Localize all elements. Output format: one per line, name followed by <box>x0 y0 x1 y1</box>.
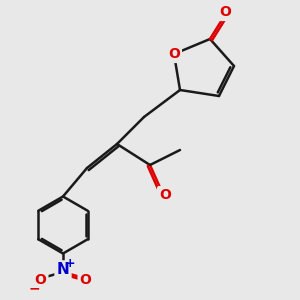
Text: O: O <box>219 5 231 19</box>
Text: +: + <box>64 257 75 270</box>
Text: O: O <box>80 274 92 287</box>
Text: O: O <box>159 188 171 202</box>
Text: −: − <box>28 281 40 295</box>
Text: O: O <box>34 274 46 287</box>
Text: N: N <box>57 262 69 278</box>
Text: O: O <box>168 47 180 61</box>
